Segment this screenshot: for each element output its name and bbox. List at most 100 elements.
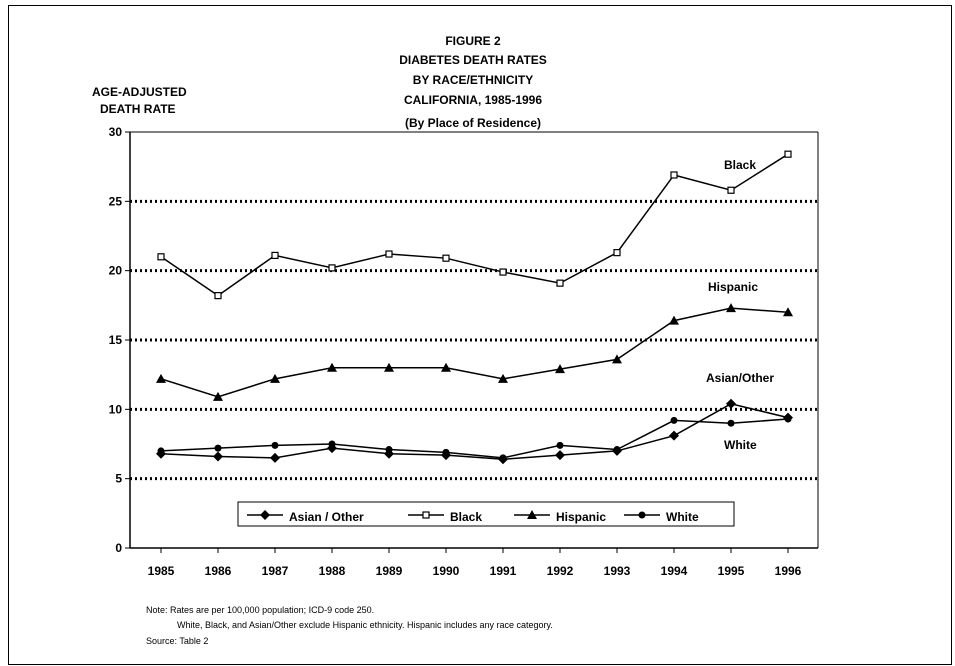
gridlines — [130, 199, 818, 481]
x-tick-label-1985: 1985 — [148, 564, 175, 578]
legend-marker-hispanic — [527, 510, 537, 519]
y-tick-label-0: 0 — [115, 541, 122, 555]
x-tick-label-1988: 1988 — [319, 564, 346, 578]
footnotes: Note: Rates are per 100,000 population; … — [146, 605, 553, 646]
y-tick-label-25: 25 — [109, 194, 123, 208]
point-hispanic-1988 — [327, 362, 337, 372]
x-tick-label-1995: 1995 — [718, 564, 745, 578]
point-white-1985 — [157, 447, 165, 455]
point-asian-other-1987 — [270, 452, 280, 463]
y-tick-label-10: 10 — [109, 402, 123, 416]
annotation-asian-other: Asian/Other — [706, 371, 774, 385]
title-line-4: CALIFORNIA, 1985-1996 — [404, 93, 542, 107]
y-tick-label-15: 15 — [109, 333, 123, 347]
series-annotations: Black Hispanic Asian/Other White — [706, 158, 774, 452]
legend-label-black: Black — [450, 510, 482, 524]
note-line-2: White, Black, and Asian/Other exclude Hi… — [177, 620, 553, 630]
point-black-1992 — [556, 279, 564, 287]
series-lines — [156, 150, 793, 465]
point-hispanic-1987 — [270, 373, 280, 383]
line-white — [160, 418, 789, 459]
point-black-1996 — [784, 150, 792, 158]
point-hispanic-1995 — [726, 303, 736, 313]
point-white-1994 — [670, 416, 678, 424]
x-tick-label-1986: 1986 — [205, 564, 232, 578]
figure-frame — [8, 5, 952, 665]
point-hispanic-1992 — [555, 364, 565, 374]
chart-title: FIGURE 2 DIABETES DEATH RATES BY RACE/ET… — [399, 34, 547, 130]
title-line-5: (By Place of Residence) — [405, 116, 541, 130]
legend-box — [237, 501, 735, 527]
line-hispanic — [160, 307, 789, 398]
point-hispanic-1996 — [783, 307, 793, 317]
x-tick-label-1987: 1987 — [262, 564, 289, 578]
point-asian-other-1995 — [726, 398, 736, 409]
y-tick-label-5: 5 — [115, 472, 122, 486]
legend: Asian / Other Black Hispanic White — [237, 501, 735, 527]
point-white-1987 — [271, 441, 279, 449]
title-line-2: DIABETES DEATH RATES — [399, 53, 547, 67]
y-tick-labels: 0 5 10 15 20 25 30 — [109, 125, 123, 555]
point-white-1989 — [385, 446, 393, 454]
line-asian-other — [160, 402, 789, 461]
y-axis-label-line-1: AGE-ADJUSTED — [92, 85, 187, 99]
point-black-1995 — [727, 186, 735, 194]
point-white-1996 — [784, 415, 792, 423]
legend-label-white: White — [666, 510, 699, 524]
legend-label-hispanic: Hispanic — [556, 510, 606, 524]
y-tick-label-20: 20 — [109, 264, 123, 278]
point-asian-other-1992 — [555, 450, 565, 461]
point-black-1988 — [328, 264, 336, 272]
y-tick-label-30: 30 — [109, 125, 123, 139]
note-line-3: Source: Table 2 — [146, 636, 208, 646]
title-line-1: FIGURE 2 — [445, 34, 501, 48]
legend-marker-asian-other — [260, 510, 270, 520]
point-black-1993 — [613, 249, 621, 257]
point-black-1989 — [385, 250, 393, 258]
point-white-1992 — [556, 441, 564, 449]
point-asian-other-1994 — [669, 430, 679, 441]
annotation-hispanic: Hispanic — [708, 280, 758, 294]
note-line-1: Note: Rates are per 100,000 population; … — [146, 605, 374, 615]
x-tick-label-1993: 1993 — [604, 564, 631, 578]
point-white-1995 — [727, 419, 735, 427]
x-tick-label-1992: 1992 — [547, 564, 574, 578]
point-hispanic-1993 — [612, 354, 622, 364]
x-tick-label-1994: 1994 — [661, 564, 688, 578]
axes — [125, 131, 819, 553]
point-black-1985 — [157, 253, 165, 261]
point-asian-other-1986 — [213, 451, 223, 462]
point-hispanic-1990 — [441, 362, 451, 372]
x-tick-labels: 1985 1986 1987 1988 1989 1990 1991 1992 1993 1994… — [148, 564, 802, 578]
title-line-3: BY RACE/ETHNICITY — [413, 73, 533, 87]
x-tick-label-1989: 1989 — [376, 564, 403, 578]
line-black — [160, 153, 789, 297]
x-tick-label-1996: 1996 — [775, 564, 802, 578]
point-white-1991 — [499, 454, 507, 462]
annotation-black: Black — [724, 158, 756, 172]
x-tick-label-1991: 1991 — [490, 564, 517, 578]
point-white-1990 — [442, 448, 450, 456]
point-white-1993 — [613, 446, 621, 454]
x-tick-label-1990: 1990 — [433, 564, 460, 578]
point-black-1987 — [271, 251, 279, 260]
point-hispanic-1985 — [156, 373, 166, 383]
point-white-1988 — [328, 440, 336, 448]
point-black-1990 — [442, 254, 450, 262]
point-black-1986 — [214, 292, 222, 300]
legend-label-asian-other: Asian / Other — [289, 510, 364, 524]
y-axis-label-line-2: DEATH RATE — [100, 102, 176, 116]
point-black-1994 — [670, 171, 678, 179]
series-hispanic — [156, 303, 793, 401]
point-hispanic-1989 — [384, 362, 394, 372]
legend-marker-black — [422, 511, 430, 519]
point-hispanic-1994 — [669, 315, 679, 325]
point-black-1991 — [499, 268, 507, 276]
point-white-1986 — [214, 444, 222, 452]
annotation-white: White — [724, 438, 757, 452]
series-black — [157, 150, 792, 300]
series-white — [157, 415, 792, 462]
point-hispanic-1986 — [213, 391, 223, 401]
point-hispanic-1991 — [498, 373, 508, 383]
